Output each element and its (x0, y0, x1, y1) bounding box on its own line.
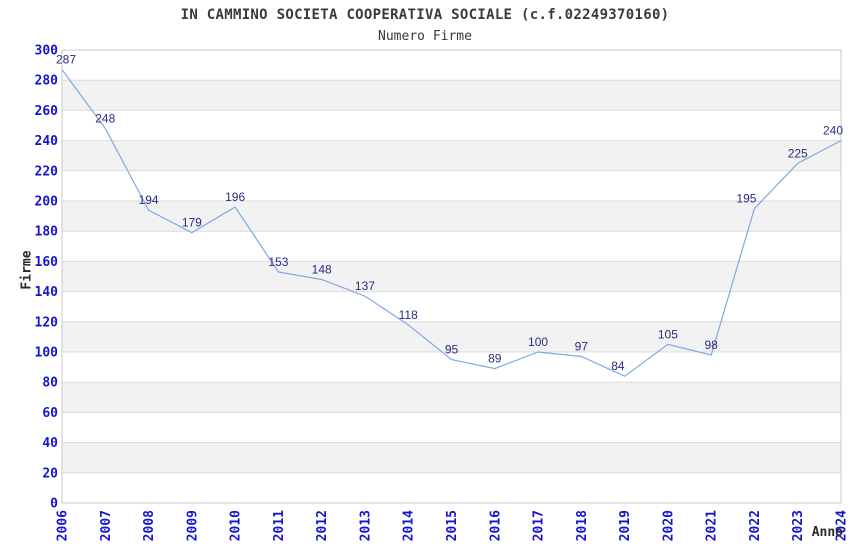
point-value-label: 118 (399, 308, 418, 322)
y-tick-label: 220 (35, 164, 59, 179)
point-value-label: 225 (788, 146, 808, 160)
point-value-label: 95 (445, 343, 459, 357)
y-tick-label: 160 (35, 255, 59, 270)
y-tick-label: 240 (35, 134, 59, 149)
point-value-label: 195 (736, 192, 756, 206)
y-tick-label: 300 (35, 44, 59, 59)
x-tick-label: 2016 (488, 510, 503, 541)
y-tick-label: 280 (35, 74, 59, 89)
x-tick-label: 2013 (358, 510, 373, 541)
plot-band (62, 382, 841, 413)
y-tick-label: 120 (35, 315, 59, 330)
point-value-label: 148 (312, 263, 332, 277)
x-tick-label: 2015 (445, 510, 460, 541)
plot-band (62, 201, 841, 232)
plot-band (62, 80, 841, 111)
point-value-label: 105 (658, 327, 678, 341)
point-value-label: 196 (225, 190, 245, 204)
y-tick-label: 40 (42, 436, 58, 451)
x-axis-title: Anno (811, 525, 843, 540)
plot-band (62, 442, 841, 473)
point-value-label: 100 (528, 335, 548, 349)
x-tick-label: 2021 (705, 510, 720, 541)
y-axis-title: Firme (19, 250, 35, 290)
x-tick-label: 2019 (618, 510, 633, 541)
x-tick-label: 2024 (835, 510, 850, 541)
plot-border (61, 49, 842, 504)
y-tick-label: 60 (42, 406, 58, 421)
x-tick-label: 2018 (575, 510, 590, 541)
x-tick-label: 2023 (791, 510, 806, 541)
point-value-label: 248 (95, 112, 115, 126)
y-tick-label: 140 (35, 285, 59, 300)
point-value-label: 98 (704, 338, 718, 352)
y-tick-label: 260 (35, 104, 59, 119)
y-tick-label: 20 (42, 466, 58, 481)
point-value-label: 97 (575, 340, 589, 354)
x-tick-label: 2022 (748, 510, 763, 541)
chart-subtitle: Numero Firme (378, 29, 472, 44)
plot-band (62, 261, 841, 292)
data-line (61, 69, 842, 377)
y-tick-label: 100 (35, 346, 59, 361)
x-tick-label: 2010 (229, 510, 244, 541)
plot-band (62, 140, 841, 171)
chart-title: IN CAMMINO SOCIETA COOPERATIVA SOCIALE (… (180, 7, 670, 23)
x-tick-label: 2007 (99, 510, 114, 541)
x-tick-label: 2014 (402, 510, 417, 541)
x-tick-label: 2008 (142, 510, 157, 541)
point-value-label: 84 (611, 359, 625, 373)
plot-band (62, 321, 841, 352)
point-value-label: 240 (823, 124, 843, 138)
x-tick-label: 2017 (532, 510, 547, 541)
point-value-label: 179 (182, 216, 202, 230)
point-value-label: 194 (139, 193, 159, 207)
x-tick-label: 2009 (185, 510, 200, 541)
point-value-label: 137 (355, 279, 375, 293)
y-tick-label: 180 (35, 225, 59, 240)
x-tick-label: 2012 (315, 510, 330, 541)
x-tick-label: 2020 (661, 510, 676, 541)
point-value-label: 89 (488, 352, 502, 366)
y-tick-label: 0 (50, 497, 58, 512)
y-tick-label: 200 (35, 195, 59, 210)
y-tick-label: 80 (42, 376, 58, 391)
point-value-label: 287 (56, 53, 76, 67)
x-tick-label: 2006 (56, 510, 71, 541)
point-value-label: 153 (268, 255, 288, 269)
x-tick-label: 2011 (272, 510, 287, 541)
